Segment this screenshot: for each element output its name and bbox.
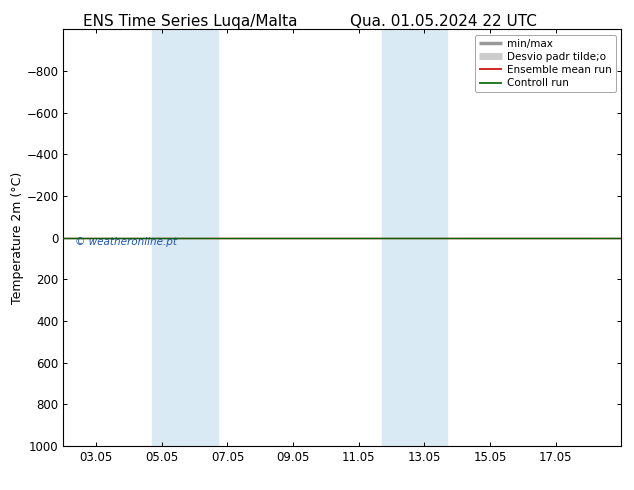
Text: © weatheronline.pt: © weatheronline.pt	[75, 237, 176, 247]
Bar	[382, 29, 448, 446]
Legend: min/max, Desvio padr tilde;o, Ensemble mean run, Controll run: min/max, Desvio padr tilde;o, Ensemble m…	[475, 35, 616, 92]
Y-axis label: Temperature 2m (°C): Temperature 2m (°C)	[11, 172, 23, 304]
Bar	[152, 29, 217, 446]
Text: Qua. 01.05.2024 22 UTC: Qua. 01.05.2024 22 UTC	[351, 14, 537, 29]
Text: ENS Time Series Luqa/Malta: ENS Time Series Luqa/Malta	[83, 14, 297, 29]
